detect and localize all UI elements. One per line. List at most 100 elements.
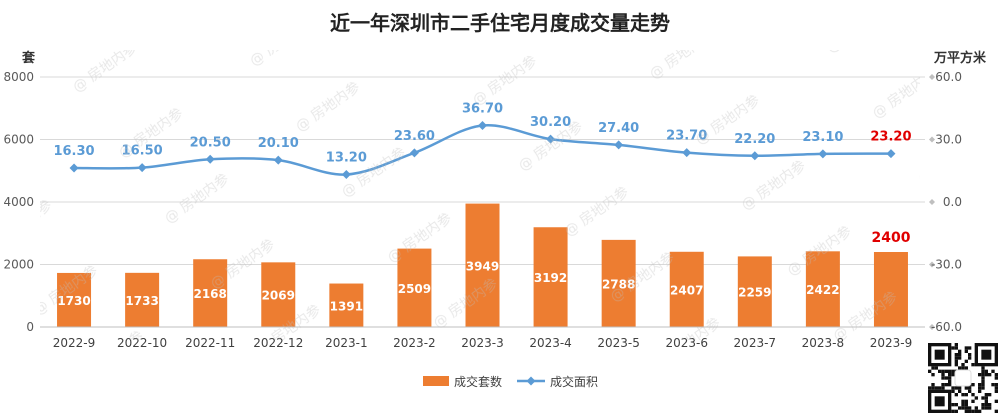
qr-module: [964, 366, 968, 370]
qr-module: [948, 376, 952, 380]
qr-module: [958, 389, 962, 393]
right-tick-label: 0.0: [943, 195, 962, 209]
qr-module: [951, 373, 955, 377]
right-tick-marker: [929, 136, 935, 143]
qr-module: [951, 409, 955, 413]
qr-module: [964, 409, 968, 413]
qr-finder-core: [934, 349, 945, 360]
qr-module: [984, 399, 988, 403]
qr-module: [978, 386, 982, 390]
qr-module: [941, 373, 945, 377]
qr-module: [958, 349, 962, 353]
qr-module: [984, 369, 988, 373]
qr-module: [984, 403, 988, 407]
left-axis: 0 2000 4000 6000 8000: [3, 70, 34, 334]
qr-module: [994, 376, 998, 380]
qr-module: [978, 409, 982, 413]
qr-module: [981, 396, 985, 400]
qr-module: [951, 386, 955, 390]
qr-module: [971, 409, 975, 413]
qr-module: [978, 389, 982, 393]
qr-module: [944, 383, 948, 387]
qr-module: [968, 406, 972, 410]
qr-module: [974, 409, 978, 413]
qr-module: [951, 369, 955, 373]
qr-module: [968, 346, 972, 350]
qr-module: [928, 386, 932, 390]
qr-module: [951, 346, 955, 350]
qr-module: [931, 366, 935, 370]
qr-module: [934, 366, 938, 370]
qr-module: [938, 386, 942, 390]
qr-module: [958, 406, 962, 410]
qr-module: [968, 409, 972, 413]
qr-module: [964, 346, 968, 350]
qr-module: [961, 363, 965, 367]
qr-code-icon: [928, 343, 998, 413]
right-axis-unit: 万平方米: [933, 50, 987, 66]
qr-module: [931, 386, 935, 390]
qr-module: [981, 373, 985, 377]
qr-module: [964, 349, 968, 353]
qr-module: [994, 399, 998, 403]
left-tick-label: 4000: [3, 195, 34, 209]
qr-module: [941, 383, 945, 387]
qr-module: [958, 356, 962, 360]
qr-module: [954, 386, 958, 390]
qr-module: [991, 369, 995, 373]
qr-module: [961, 399, 965, 403]
qr-module: [968, 356, 972, 360]
qr-module: [988, 393, 992, 397]
qr-module: [958, 386, 962, 390]
qr-module: [961, 403, 965, 407]
right-tick-marker: [929, 74, 935, 80]
qr-module: [994, 383, 998, 387]
qr-module: [971, 363, 975, 367]
qr-module: [981, 376, 985, 380]
legend-marker: [526, 376, 536, 386]
right-axis: -60.0 -30.0 0.0 30.0 60.0: [929, 70, 962, 334]
right-tick-label: -60.0: [931, 320, 962, 334]
qr-module: [974, 396, 978, 400]
left-tick-label: 2000: [3, 258, 34, 272]
qr-module: [971, 399, 975, 403]
left-tick-label: 8000: [3, 70, 34, 84]
right-tick-marker: [929, 261, 935, 268]
qr-module: [974, 406, 978, 410]
qr-module: [971, 383, 975, 387]
qr-module: [981, 379, 985, 383]
qr-module: [981, 403, 985, 407]
qr-module: [964, 393, 968, 397]
qr-module: [981, 369, 985, 373]
qr-module: [964, 359, 968, 363]
qr-module: [958, 353, 962, 357]
qr-module: [954, 346, 958, 350]
qr-module: [994, 409, 998, 413]
qr-module: [981, 366, 985, 370]
qr-module: [944, 369, 948, 373]
qr-module: [941, 376, 945, 380]
qr-module: [961, 393, 965, 397]
qr-finder-core: [981, 349, 992, 360]
qr-module: [954, 403, 958, 407]
qr-module: [964, 406, 968, 410]
qr-module: [981, 406, 985, 410]
qr-module: [991, 383, 995, 387]
right-tick-label: -30.0: [931, 258, 962, 272]
qr-module: [954, 343, 958, 347]
qr-module: [954, 353, 958, 357]
qr-module: [931, 373, 935, 377]
qr-module: [954, 359, 958, 363]
qr-module: [948, 369, 952, 373]
qr-module: [964, 386, 968, 390]
right-tick-marker: [929, 199, 935, 205]
qr-module: [954, 409, 958, 413]
chart-title: 近一年深圳市二手住宅月度成交量走势: [330, 11, 670, 35]
qr-module: [988, 373, 992, 377]
qr-module: [981, 386, 985, 390]
left-axis-unit: 套: [21, 50, 36, 66]
qr-module: [958, 366, 962, 370]
qr-module: [951, 403, 955, 407]
qr-module: [964, 399, 968, 403]
